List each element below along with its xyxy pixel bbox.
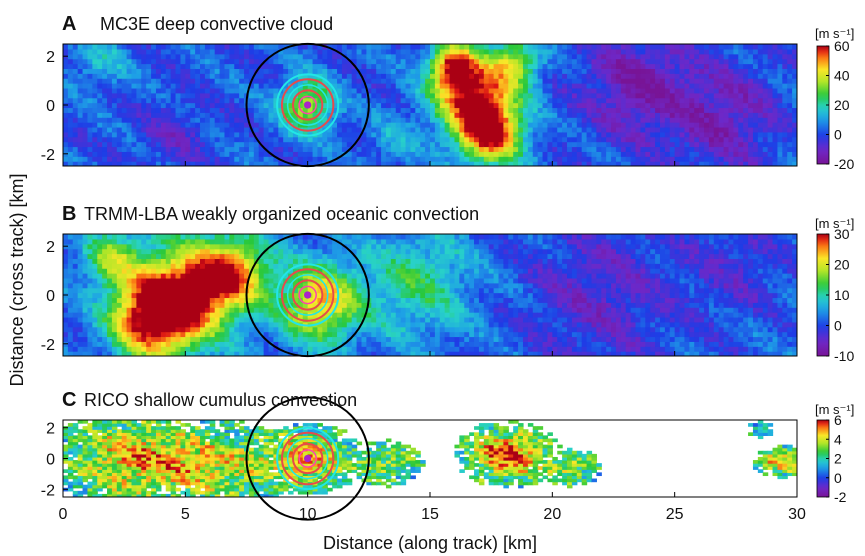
x-tick-label: 0	[59, 506, 68, 523]
colorbar-tick-label: 20	[834, 257, 850, 273]
colorbar-tick-label: -2	[834, 489, 847, 505]
y-tick-label: -2	[41, 482, 55, 499]
panel-b: 20-2B TRMM-LBA weakly organized oceanic c…	[41, 203, 855, 364]
footprint-rings-c	[245, 396, 370, 521]
y-tick-label: 0	[46, 288, 55, 305]
x-tick-label: 20	[543, 506, 561, 523]
colorbar-tick-label: 0	[834, 318, 842, 334]
panel-title: RICO shallow cumulus convection	[84, 390, 357, 410]
heatmap-a	[63, 44, 797, 166]
y-tick-label: 2	[46, 421, 55, 438]
y-tick-label: 2	[46, 239, 55, 256]
colorbar-c: 6 4 2 0 -2 [m s⁻¹]	[815, 402, 854, 505]
colorbar-tick-label: -10	[834, 348, 854, 364]
colorbar-tick-label: 20	[834, 97, 850, 113]
x-axis-label: Distance (along track) [km]	[323, 533, 537, 553]
heatmap-c	[63, 420, 797, 497]
colorbar-tick-label: 30	[834, 226, 850, 242]
colorbar-unit-label: [m s⁻¹]	[815, 216, 854, 231]
colorbar-tick-label: 40	[834, 68, 850, 84]
colorbar-b: 30 20 10 0 -10 [m s⁻¹]	[815, 216, 854, 364]
colorbar-tick-label: 2	[834, 451, 842, 467]
panel-letter: B	[62, 203, 76, 225]
colorbar-tick-label: 0	[834, 127, 842, 143]
x-tick-label: 10	[299, 506, 317, 523]
y-axis-label: Distance (cross track) [km]	[7, 173, 27, 386]
y-tick-label: -2	[41, 147, 55, 164]
colorbar-tick-label: 10	[834, 287, 850, 303]
panel-letter: C	[62, 389, 76, 411]
colorbar-unit-label: [m s⁻¹]	[815, 26, 854, 41]
x-tick-label: 30	[788, 506, 806, 523]
y-tick-label: 0	[46, 98, 55, 115]
x-tick-label: 5	[181, 506, 190, 523]
colorbar-tick-label: 0	[834, 470, 842, 486]
panel-title: MC3E deep convective cloud	[100, 14, 333, 34]
colorbar-tick-label: -20	[834, 156, 854, 172]
x-tick-label: 15	[421, 506, 439, 523]
colorbar-tick-label: 60	[834, 38, 850, 54]
footprint-rings-b	[245, 232, 370, 358]
panel-c: 20-20 5 10 15 20 25 30C RICO shallow cumulus co…	[41, 389, 855, 523]
colorbar-tick-label: 6	[834, 412, 842, 428]
colorbar-a: 60 40 20 0 -20 [m s⁻¹]	[815, 26, 854, 172]
colorbar-unit-label: [m s⁻¹]	[815, 402, 854, 417]
y-tick-label: 0	[46, 452, 55, 469]
y-tick-label: -2	[41, 337, 55, 354]
panel-title: TRMM-LBA weakly organized oceanic convec…	[84, 204, 479, 224]
panel-a: 20-2A MC3E deep convective cloud6040200-2…	[41, 13, 855, 172]
colorbar-tick-label: 4	[834, 431, 842, 447]
panel-letter: A	[62, 13, 76, 35]
y-tick-label: 2	[46, 49, 55, 66]
x-tick-label: 25	[666, 506, 684, 523]
heatmap-b	[63, 234, 797, 356]
